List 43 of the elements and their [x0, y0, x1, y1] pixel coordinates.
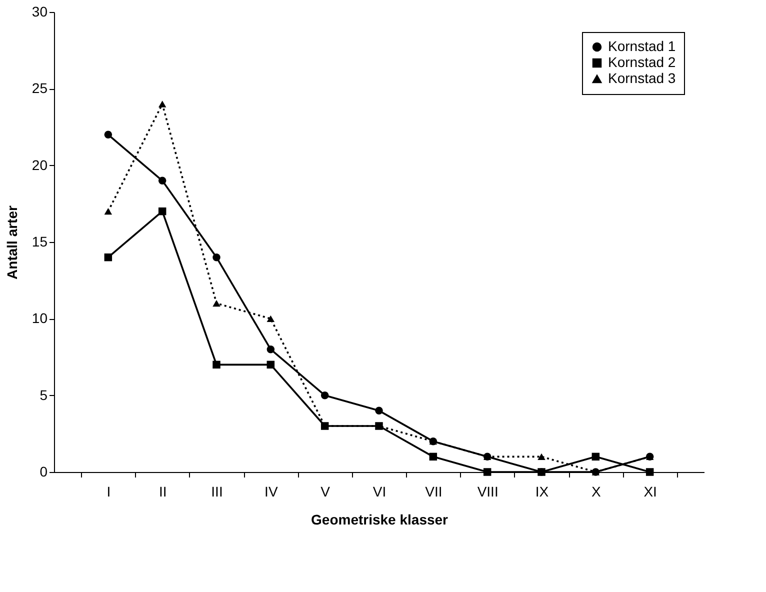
point — [266, 315, 275, 322]
x-tick-label: X — [591, 484, 602, 500]
point — [592, 452, 600, 461]
x-tick-label: III — [211, 484, 223, 500]
point — [266, 360, 275, 369]
point — [104, 208, 112, 215]
y-tick-label: 15 — [32, 234, 48, 250]
point — [104, 253, 112, 262]
legend-label: Kornstad 1 — [608, 38, 676, 54]
point — [158, 176, 166, 185]
y-axis-title: Antall arter — [4, 205, 20, 280]
point — [538, 453, 546, 460]
point — [483, 468, 492, 476]
x-axis-title: Geometriske klasser — [311, 512, 449, 528]
point — [375, 406, 383, 415]
legend-label: Kornstad 2 — [608, 54, 676, 70]
y-tick-label: 0 — [40, 464, 48, 480]
point — [320, 391, 329, 400]
point — [212, 360, 220, 369]
x-tick-label: IX — [535, 484, 550, 500]
y-tick-label: 30 — [32, 4, 48, 20]
point — [538, 468, 546, 476]
x-tick-label: XI — [644, 484, 657, 500]
y-tick-label: 20 — [32, 156, 48, 173]
point — [212, 300, 220, 307]
point — [104, 130, 112, 139]
y-tick-label: 5 — [40, 386, 48, 403]
point — [212, 253, 220, 262]
point — [158, 100, 166, 108]
point — [429, 452, 438, 461]
point — [266, 345, 275, 354]
x-tick-label: I — [106, 484, 111, 500]
legend-label: Kornstad 3 — [608, 70, 676, 86]
y-tick-label: 10 — [32, 310, 48, 326]
y-tick-label: 25 — [32, 80, 48, 96]
x-tick-label: V — [320, 484, 331, 500]
point — [646, 468, 654, 476]
x-tick-label: VII — [425, 484, 442, 500]
x-tick-label: VIII — [477, 484, 498, 500]
x-tick-label: VI — [372, 484, 386, 500]
point — [158, 207, 166, 216]
x-tick-label: IV — [264, 484, 278, 500]
x-tick-label: II — [158, 484, 167, 500]
